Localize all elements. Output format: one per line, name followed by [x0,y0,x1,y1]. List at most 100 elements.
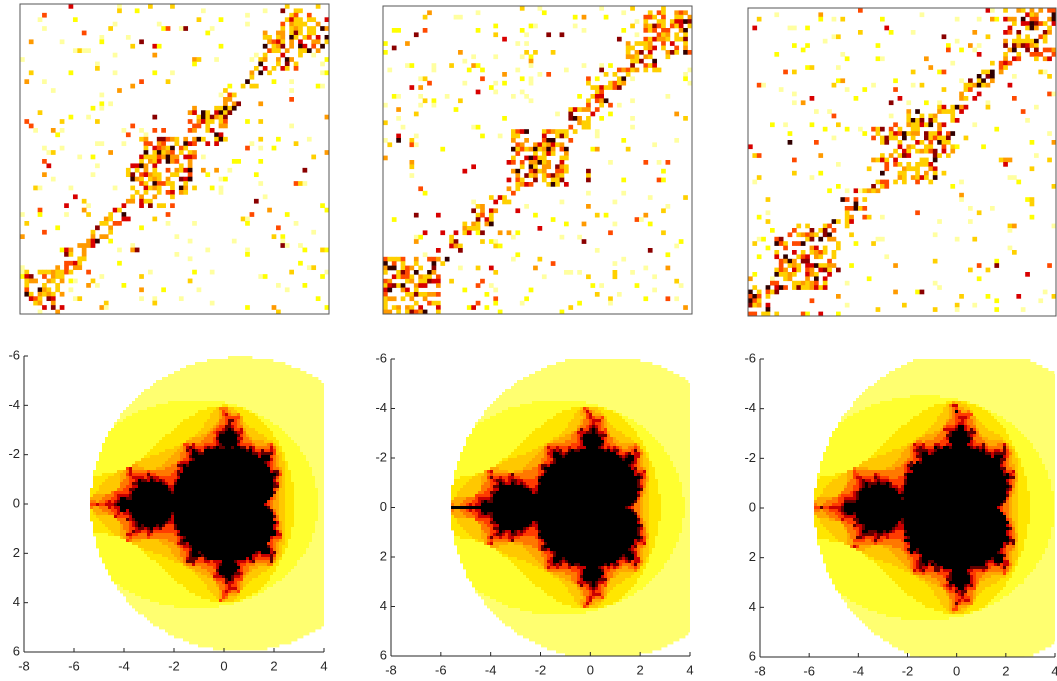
fractal-cell [454,470,485,474]
matrix-cell [608,102,613,108]
fractal-cell [973,410,989,414]
matrix-cell [383,300,388,306]
fractal-cell [1018,527,1028,531]
fractal-cell [264,440,274,444]
matrix-cell [427,300,432,306]
matrix-cell [528,155,534,161]
matrix-cell [68,70,74,76]
fractal-cell [285,479,292,483]
fractal-cell [285,461,289,465]
fractal-cell [1012,491,1016,495]
fractal-cell [490,515,494,519]
fractal-cell [844,500,857,504]
fractal-cell [273,440,280,444]
fractal-cell [1048,476,1055,480]
fractal-cell [132,542,163,546]
fractal-cell [661,569,690,573]
fractal-cell [243,599,324,603]
fractal-cell [523,482,527,486]
fractal-cell [514,476,521,480]
matrix-cell [656,32,662,38]
fractal-cell [913,452,917,456]
fractal-cell [198,557,205,561]
fractal-cell [192,545,268,549]
fractal-cell [153,383,324,387]
matrix-cell [117,88,122,93]
fractal-cell [919,458,923,462]
matrix-cell [849,219,854,224]
matrix-cell [315,35,321,40]
fractal-cell [243,434,247,438]
matrix-cell [90,243,96,248]
matrix-cell [928,118,934,123]
matrix-cell [568,107,574,112]
fractal-cell [892,434,923,438]
matrix-cell [836,245,841,251]
fractal-cell [844,419,911,423]
fractal-cell [895,431,926,435]
fractal-cell [490,494,494,498]
fractal-cell [613,425,632,429]
fractal-cell [913,470,1004,474]
fractal-cell [285,548,307,552]
matrix-cell [661,168,666,174]
matrix-cell [928,166,934,172]
fractal-cell [472,512,479,516]
fractal-cell [243,581,250,585]
fractal-cell [279,509,286,513]
fractal-cell [547,548,551,552]
matrix-cell [391,283,397,288]
fractal-cell [640,560,644,564]
fractal-cell [640,461,644,465]
fractal-cell [922,410,944,414]
fractal-cell [619,563,623,567]
matrix-cell [630,98,635,104]
matrix-cell [541,274,547,280]
matrix-cell [20,234,25,240]
matrix-cell [37,269,43,275]
fractal-cell [874,383,1055,387]
fractal-cell [910,419,938,423]
fractal-cell [129,491,133,495]
fractal-cell [607,572,614,576]
fractal-cell [580,437,584,441]
matrix-cell [577,107,582,112]
fractal-cell [228,404,238,408]
fractal-cell [628,452,632,456]
matrix-cell [502,80,507,86]
fractal-cell [637,500,641,504]
fractal-cell [841,416,848,420]
fractal-cell [976,446,980,450]
fractal-cell [189,551,193,555]
fractal-cell [466,530,482,534]
fractal-cell [1045,467,1055,471]
matrix-cell [435,278,441,284]
matrix-cell [924,100,929,106]
fractal-cell [490,416,554,420]
fractal-cell [150,455,172,459]
fractal-cell [216,434,220,438]
fractal-cell [198,452,205,456]
fractal-cell [817,530,830,534]
fractal-cell [270,554,274,558]
matrix-cell [897,96,903,101]
fractal-cell [273,443,277,447]
fractal-cell [1015,488,1019,492]
fractal-cell [270,551,274,555]
fractal-cell [1006,419,1055,423]
matrix-cell [502,195,507,200]
fractal-cell [255,563,268,567]
fractal-cell [556,362,653,366]
matrix-cell [915,175,920,180]
x-tick-label: 0 [220,658,227,673]
matrix-cell [409,142,415,148]
fractal-cell [222,563,238,567]
fractal-cell [285,467,289,471]
fractal-cell [652,434,690,438]
fractal-cell [1012,503,1019,507]
fractal-cell [294,494,319,498]
matrix-cell [280,66,286,71]
fractal-cell [261,554,271,558]
matrix-cell [519,160,525,165]
fractal-cell [93,470,118,474]
